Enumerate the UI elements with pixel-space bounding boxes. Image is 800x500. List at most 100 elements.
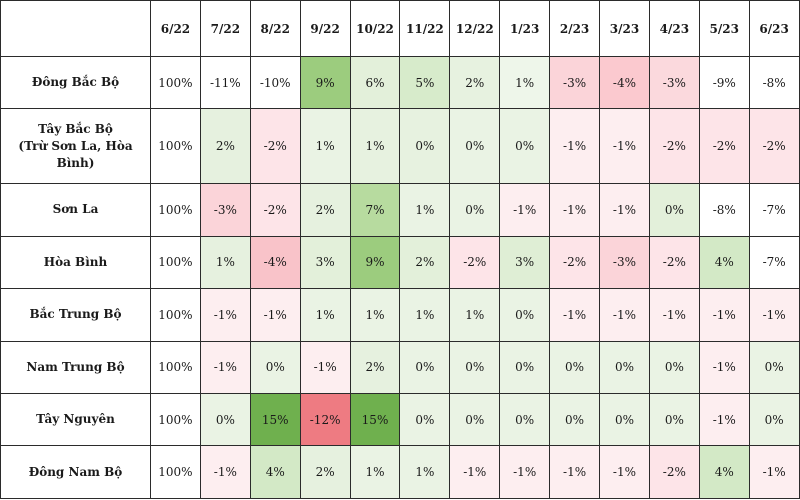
- heatmap-cell: -4%: [249, 235, 301, 290]
- heatmap-cell: 0%: [599, 393, 650, 447]
- heatmap-cell: -7%: [748, 183, 800, 237]
- heatmap-cell: 1%: [499, 55, 551, 110]
- heatmap-cell: 9%: [299, 55, 351, 110]
- heatmap-cell: 2%: [299, 445, 351, 499]
- heatmap-cell: -8%: [698, 183, 750, 237]
- heatmap-cell: 1%: [399, 288, 451, 342]
- column-header: 5/23: [698, 0, 750, 57]
- heatmap-cell: -1%: [549, 288, 601, 342]
- row-label: Tây Nguyên: [0, 393, 151, 447]
- heatmap-cell: -2%: [648, 108, 700, 185]
- heatmap-cell: -2%: [648, 235, 700, 290]
- row-label-line: Đông Bắc Bộ: [31, 75, 120, 90]
- row-label: Hòa Bình: [0, 235, 151, 290]
- heatmap-cell: 6%: [349, 55, 401, 110]
- heatmap-cell: 0%: [499, 340, 551, 395]
- heatmap-cell: 0%: [399, 393, 451, 447]
- heatmap-cell: 0%: [399, 340, 451, 395]
- heatmap-cell: -3%: [549, 55, 601, 110]
- heatmap-cell: 100%: [150, 445, 201, 499]
- heatmap-cell: -3%: [648, 55, 700, 110]
- heatmap-cell: 3%: [299, 235, 351, 290]
- heatmap-cell: -1%: [449, 445, 501, 499]
- heatmap-cell: 0%: [399, 108, 451, 185]
- column-header: 4/23: [648, 0, 700, 57]
- heatmap-cell: -1%: [499, 183, 551, 237]
- heatmap-cell: 0%: [449, 393, 501, 447]
- heatmap-cell: 0%: [449, 183, 501, 237]
- heatmap-cell: 0%: [748, 393, 800, 447]
- column-header: 10/22: [349, 0, 401, 57]
- table-row: Đông Nam Bộ 100% -1% 4% 2% 1% 1% -1% -1% -1% -1% -2…: [0, 445, 800, 499]
- column-header: 2/23: [549, 0, 601, 57]
- heatmap-cell: 0%: [499, 108, 551, 185]
- heatmap-cell: -1%: [199, 288, 251, 342]
- heatmap-cell: -1%: [599, 288, 650, 342]
- heatmap-cell: 0%: [648, 393, 700, 447]
- heatmap-cell: -2%: [249, 108, 301, 185]
- heatmap-cell: 100%: [150, 235, 201, 290]
- heatmap-cell: 0%: [449, 108, 501, 185]
- heatmap-cell: 3%: [499, 235, 551, 290]
- heatmap-cell: -8%: [748, 55, 800, 110]
- heatmap-cell: 2%: [349, 340, 401, 395]
- heatmap-cell: 0%: [499, 288, 551, 342]
- heatmap-cell: -1%: [748, 445, 800, 499]
- row-label-line: Sơn La: [52, 202, 99, 217]
- row-label-line: Bắc Trung Bộ: [29, 307, 122, 322]
- heatmap-cell: 0%: [748, 340, 800, 395]
- heatmap-body: Đông Bắc Bộ 100% -11% -10% 9% 6% 5% 2% 1% -3% -4% -…: [0, 55, 800, 499]
- heatmap-cell: -3%: [599, 235, 650, 290]
- heatmap-cell: -1%: [199, 445, 251, 499]
- table-row: Bắc Trung Bộ 100% -1% -1% 1% 1% 1% 1% 0% -1% -1% -1…: [0, 288, 800, 342]
- heatmap-cell: -2%: [549, 235, 601, 290]
- heatmap-cell: 1%: [449, 288, 501, 342]
- row-label-line: (Trừ Sơn La, Hòa Bình): [18, 138, 133, 170]
- heatmap-cell: -1%: [698, 288, 750, 342]
- row-label-line: Đông Nam Bộ: [28, 464, 123, 479]
- heatmap-cell: 0%: [249, 340, 301, 395]
- heatmap-cell: 7%: [349, 183, 401, 237]
- column-header: 6/22: [150, 0, 201, 57]
- column-header: 12/22: [449, 0, 501, 57]
- heatmap-cell: -2%: [648, 445, 700, 499]
- row-label: Đông Bắc Bộ: [0, 55, 151, 110]
- heatmap-cell: 2%: [299, 183, 351, 237]
- table-row: Hòa Bình 100% 1% -4% 3% 9% 2% -2% 3% -2% -3% -2% 4% -…: [0, 235, 800, 290]
- heatmap-cell: 15%: [349, 393, 401, 447]
- table-row: Tây Nguyên 100% 0% 15% -12% 15% 0% 0% 0% 0% 0% 0% -1…: [0, 393, 800, 447]
- heatmap-cell: 0%: [199, 393, 251, 447]
- heatmap-cell: -12%: [299, 393, 351, 447]
- heatmap-cell: -7%: [748, 235, 800, 290]
- corner-cell: [0, 0, 151, 57]
- heatmap-cell: -1%: [599, 108, 650, 185]
- heatmap-cell: 100%: [150, 55, 201, 110]
- table-row: Sơn La 100% -3% -2% 2% 7% 1% 0% -1% -1% -1% 0% -8% -7…: [0, 183, 800, 237]
- heatmap-cell: 5%: [399, 55, 451, 110]
- heatmap-cell: 4%: [698, 235, 750, 290]
- row-label: Nam Trung Bộ: [0, 340, 151, 395]
- header-row: 6/22 7/22 8/22 9/22 10/22 11/22 12/22 1/…: [0, 0, 800, 57]
- heatmap-cell: 100%: [150, 183, 201, 237]
- heatmap-cell: 2%: [399, 235, 451, 290]
- heatmap-cell: 1%: [399, 183, 451, 237]
- heatmap-cell: 0%: [499, 393, 551, 447]
- row-label: Bắc Trung Bộ: [0, 288, 151, 342]
- row-label: Tây Bắc Bộ (Trừ Sơn La, Hòa Bình): [0, 108, 151, 185]
- row-label-line: Tây Bắc Bộ: [38, 121, 113, 136]
- heatmap-cell: 0%: [648, 340, 700, 395]
- heatmap-cell: 1%: [299, 108, 351, 185]
- heatmap-cell: -2%: [748, 108, 800, 185]
- heatmap-cell: 1%: [399, 445, 451, 499]
- column-header: 7/22: [199, 0, 251, 57]
- heatmap-cell: -9%: [698, 55, 750, 110]
- heatmap-cell: 100%: [150, 108, 201, 185]
- column-header: 9/22: [299, 0, 351, 57]
- heatmap-cell: -1%: [549, 445, 601, 499]
- heatmap-cell: 0%: [449, 340, 501, 395]
- heatmap-cell: -1%: [499, 445, 551, 499]
- heatmap-cell: 2%: [449, 55, 501, 110]
- heatmap-cell: 1%: [349, 288, 401, 342]
- heatmap-cell: 2%: [199, 108, 251, 185]
